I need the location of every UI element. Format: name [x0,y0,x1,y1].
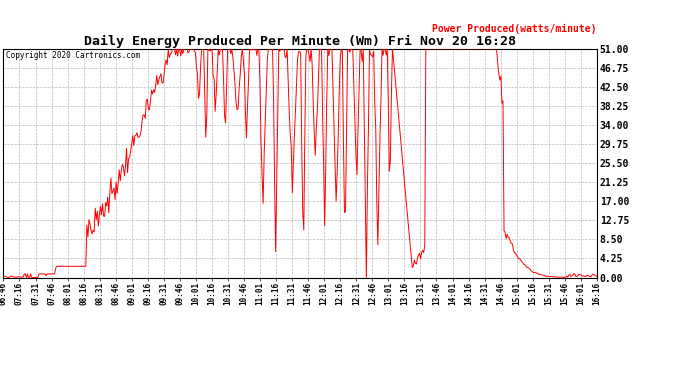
Text: Copyright 2020 Cartronics.com: Copyright 2020 Cartronics.com [6,51,139,60]
Text: Power Produced(watts/minute): Power Produced(watts/minute) [433,24,597,34]
Title: Daily Energy Produced Per Minute (Wm) Fri Nov 20 16:28: Daily Energy Produced Per Minute (Wm) Fr… [84,34,516,48]
